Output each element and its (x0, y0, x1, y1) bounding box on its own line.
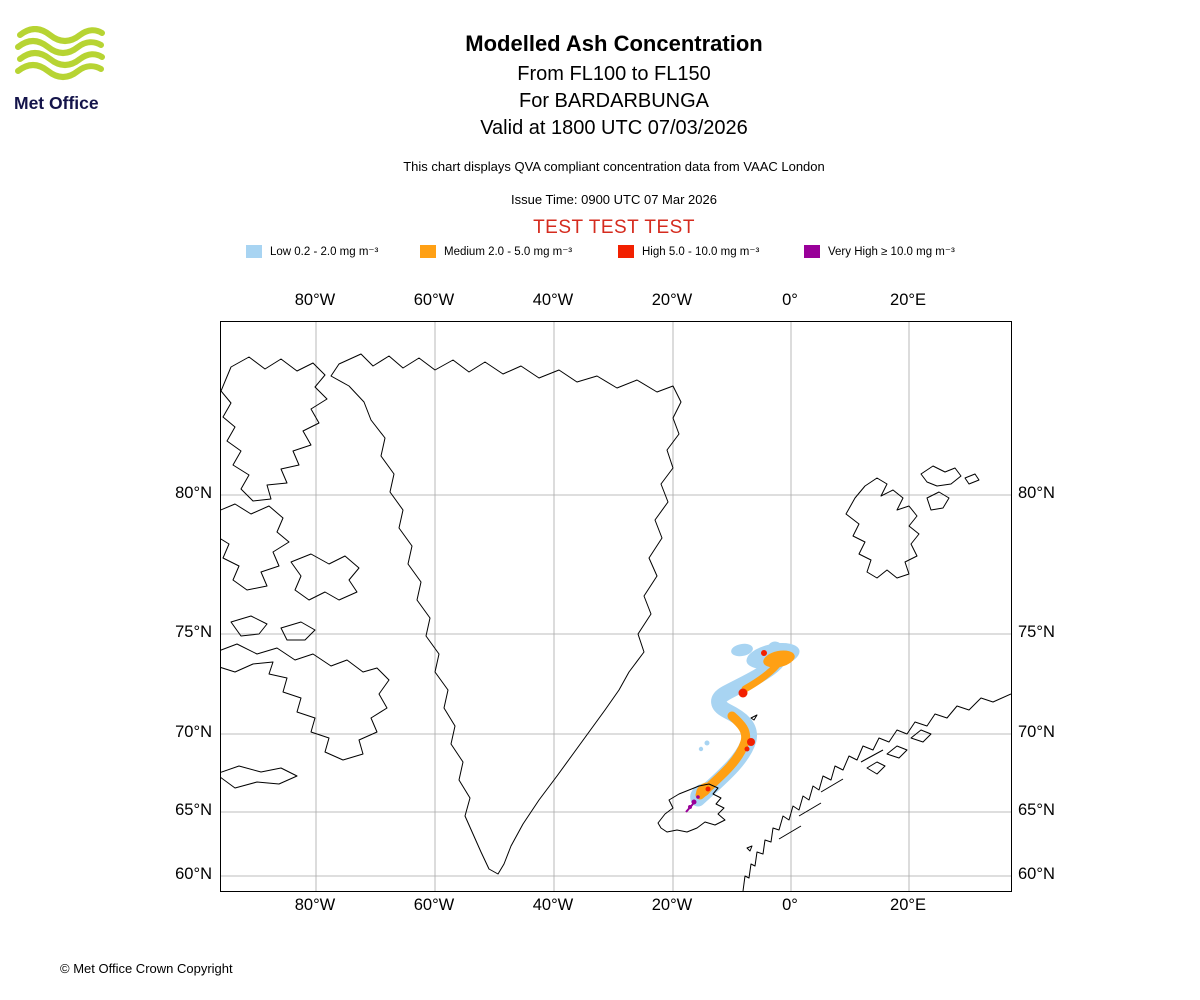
ash-plume-high (705, 650, 767, 792)
axis-top-60w: 60°W (413, 291, 455, 309)
coastlines (215, 353, 1012, 892)
edgeoya-coastline (926, 491, 950, 511)
kvitoya-coastline (964, 473, 980, 485)
legend-swatch-high (618, 244, 634, 258)
legend-swatch-very-high (804, 244, 820, 258)
legend-item-high: High 5.0 - 10.0 mg m⁻³ (618, 244, 759, 258)
legend-label-medium: Medium 2.0 - 5.0 mg m⁻³ (444, 246, 573, 258)
legend-label-high: High 5.0 - 10.0 mg m⁻³ (642, 246, 760, 258)
axis-left-80n: 80°N (175, 484, 212, 502)
svalbard-coastline (845, 477, 920, 579)
norway-coastline (742, 693, 1012, 892)
lofoten-island-1 (886, 745, 908, 759)
legend-label-very-high: Very High ≥ 10.0 mg m⁻³ (828, 246, 955, 258)
legend-item-medium: Medium 2.0 - 5.0 mg m⁻³ (420, 244, 572, 258)
legend-item-very-high: Very High ≥ 10.0 mg m⁻³ (804, 244, 955, 258)
legend-swatch-low (246, 244, 262, 258)
met-office-logo-text: Met Office (14, 93, 99, 113)
qva-note: This chart displays QVA compliant concen… (403, 159, 825, 174)
axis-top-0: 0° (782, 291, 798, 309)
ellesmere-island-coastline (220, 356, 328, 502)
norway-fjord-line-4 (860, 749, 884, 763)
axis-left-75n: 75°N (175, 623, 212, 641)
axis-bottom-60w: 60°W (413, 896, 455, 914)
axis-left-70n: 70°N (175, 723, 212, 741)
small-island-a (230, 615, 268, 637)
axis-top-80w: 80°W (294, 291, 336, 309)
devon-island-coastline (290, 553, 360, 601)
axis-right-70n: 70°N (1018, 723, 1055, 741)
axis-top-20e: 20°E (890, 291, 926, 309)
arctic-island-coastline (215, 503, 290, 591)
axis-bottom-20e: 20°E (890, 896, 926, 914)
met-office-logo: Met Office (14, 26, 124, 114)
graticule (221, 322, 1011, 891)
valid-time-line: Valid at 1800 UTC 07/03/2026 (480, 117, 748, 139)
flight-level-line: From FL100 to FL150 (517, 63, 711, 85)
axis-left-60n: 60°N (175, 865, 212, 883)
ash-plume-very-high (685, 795, 700, 813)
test-banner: TEST TEST TEST (533, 217, 695, 238)
norway-fjord-line-2 (798, 802, 822, 817)
map-canvas (215, 322, 1012, 892)
map-panel (215, 321, 1012, 892)
issue-time: Issue Time: 0900 UTC 07 Mar 2026 (511, 192, 717, 207)
volcano-line: For BARDARBUNGA (518, 90, 710, 112)
axis-bottom-40w: 40°W (532, 896, 574, 914)
axis-right-60n: 60°N (1018, 865, 1055, 883)
legend-swatch-medium (420, 244, 436, 258)
axis-top-40w: 40°W (532, 291, 574, 309)
axis-bottom-0: 0° (782, 896, 798, 914)
axis-bottom-20w: 20°W (651, 896, 693, 914)
copyright-notice: © Met Office Crown Copyright (60, 961, 233, 976)
jan-mayen-island (750, 714, 758, 721)
met-office-logo-waves-icon (15, 26, 105, 80)
iceland-coastline (657, 783, 726, 833)
greenland-coastline (330, 353, 682, 875)
small-island-b (280, 621, 316, 641)
ash-plume-medium (695, 650, 795, 800)
norway-fjord-line-3 (778, 825, 802, 840)
axis-bottom-80w: 80°W (294, 896, 336, 914)
nordaustlandet-coastline (920, 465, 962, 487)
lofoten-island-3 (866, 761, 886, 775)
norway-fjord-line-1 (820, 778, 844, 793)
legend-item-low: Low 0.2 - 2.0 mg m⁻³ (246, 244, 378, 258)
thin-island-coastline (215, 765, 298, 789)
baffin-island-coastline (215, 643, 390, 761)
axis-right-80n: 80°N (1018, 484, 1055, 502)
page-title: Modelled Ash Concentration (465, 31, 763, 56)
lofoten-island-2 (910, 729, 932, 743)
axis-left-65n: 65°N (175, 801, 212, 819)
axis-top-20w: 20°W (651, 291, 693, 309)
axis-right-65n: 65°N (1018, 801, 1055, 819)
legend-label-low: Low 0.2 - 2.0 mg m⁻³ (270, 246, 379, 258)
axis-right-75n: 75°N (1018, 623, 1055, 641)
faroe-islands (746, 845, 753, 852)
